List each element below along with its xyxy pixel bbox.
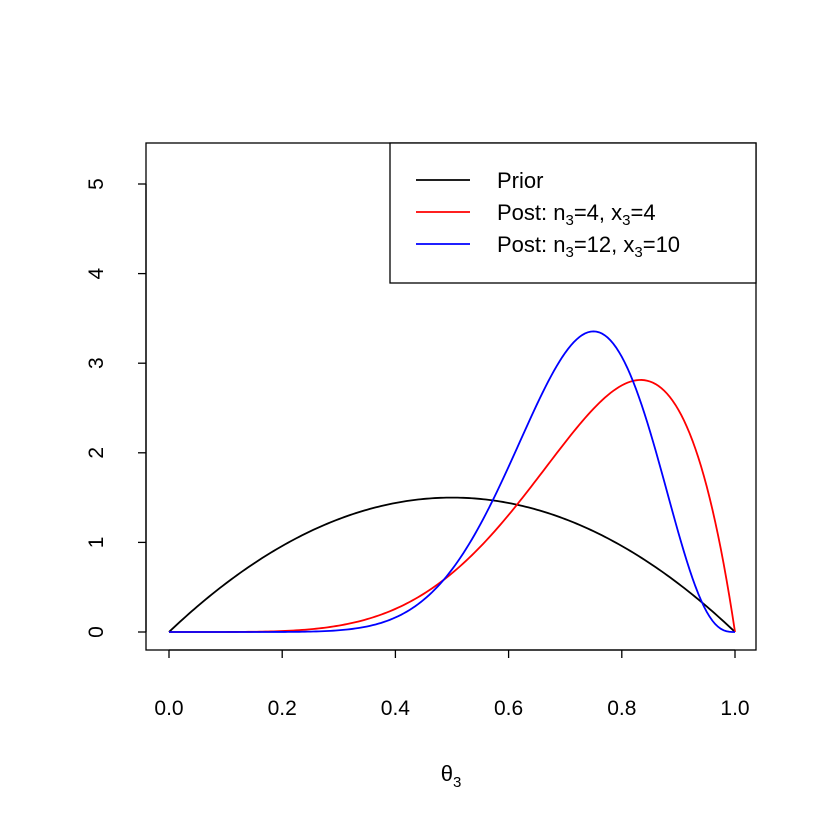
- y-tick-label: 3: [85, 357, 108, 369]
- legend-label-2: Post: n3=4, x3=4: [497, 200, 656, 229]
- x-tick-label: 0.2: [268, 697, 297, 720]
- y-tick-label: 4: [85, 267, 108, 279]
- x-tick-label: 0.0: [154, 697, 183, 720]
- x-tick-label: 0.8: [607, 697, 636, 720]
- series-line-3: [169, 330, 736, 633]
- x-tick-label: 1.0: [720, 697, 749, 720]
- legend-label-1: Prior: [497, 168, 543, 193]
- x-tick-label: 0.4: [381, 697, 411, 720]
- x-axis: 0.0 0.2 0.4 0.6 0.8 1.0: [154, 649, 750, 720]
- series-lines: [168, 330, 736, 633]
- x-tick-label: 0.6: [494, 697, 523, 720]
- series-line-1: [168, 496, 736, 633]
- y-tick-label: 1: [85, 537, 108, 549]
- legend: Prior Post: n3=4, x3=4 Post: n3=12, x3=10: [389, 142, 757, 284]
- y-axis: 0 1 2 3 4 5: [85, 178, 147, 638]
- legend-label-3: Post: n3=12, x3=10: [497, 232, 680, 261]
- series-line-2: [169, 379, 736, 633]
- x-axis-title: θ3: [441, 761, 462, 791]
- y-tick-label: 5: [85, 178, 108, 190]
- y-tick-label: 2: [85, 447, 108, 459]
- y-tick-label: 0: [85, 626, 108, 638]
- legend-box: [389, 142, 757, 284]
